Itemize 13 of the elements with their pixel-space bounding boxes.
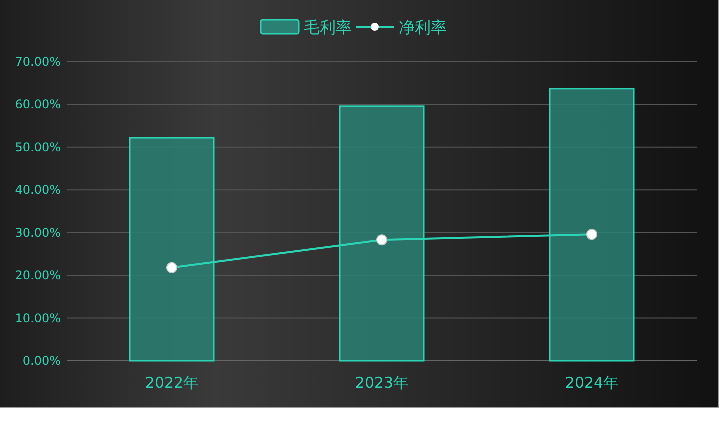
legend-label: 净利率 [399, 18, 447, 37]
y-tick-label: 50.00% [15, 140, 61, 154]
y-tick-label: 60.00% [15, 98, 61, 112]
x-tick-label: 2022年 [145, 374, 199, 392]
x-tick-label: 2024年 [565, 374, 619, 392]
y-tick-label: 0.00% [22, 354, 61, 368]
legend-label: 毛利率 [304, 18, 352, 37]
x-tick-label: 2023年 [355, 374, 409, 392]
y-tick-label: 40.00% [15, 183, 61, 198]
y-tick-label: 70.00% [15, 55, 61, 69]
y-tick-label: 20.00% [15, 268, 61, 283]
y-tick-label: 10.00% [15, 311, 61, 326]
y-tick-label: 30.00% [15, 226, 61, 240]
